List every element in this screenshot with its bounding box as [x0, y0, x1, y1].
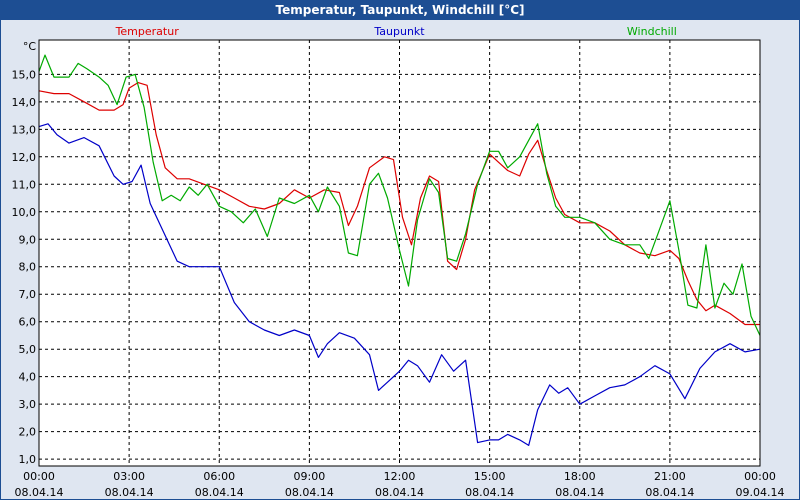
x-tick-label-date: 08.04.14: [15, 486, 64, 499]
y-tick-label: 11,0: [12, 178, 37, 191]
x-tick-label-time: 09:00: [294, 470, 326, 483]
legend-temperatur: Temperatur: [115, 25, 180, 38]
x-tick-label-time: 06:00: [203, 470, 235, 483]
y-tick-label: 2,0: [19, 426, 37, 439]
x-tick-label-date: 08.04.14: [375, 486, 424, 499]
x-tick-label-time: 21:00: [654, 470, 686, 483]
x-tick-label-date: 08.04.14: [195, 486, 244, 499]
x-tick-label-date: 08.04.14: [285, 486, 334, 499]
x-tick-label-time: 15:00: [474, 470, 506, 483]
y-tick-label: 12,0: [12, 151, 37, 164]
series-line-taupunkt: [38, 123, 761, 446]
window-title: Temperatur, Taupunkt, Windchill [°C]: [0, 0, 800, 20]
legend-windchill: Windchill: [627, 25, 677, 38]
x-tick-label-time: 00:00: [23, 470, 55, 483]
x-tick-label-time: 00:00: [744, 470, 776, 483]
x-tick-label-date: 08.04.14: [645, 486, 694, 499]
x-tick-label-time: 03:00: [113, 470, 145, 483]
y-tick-label: 7,0: [19, 288, 37, 301]
y-tick-label: 1,0: [19, 453, 37, 466]
y-axis-label: °C: [23, 40, 37, 53]
legend-taupunkt: Taupunkt: [373, 25, 425, 38]
line-chart: 1,0 2,0 3,0 4,0 5,0 6,0 7,0 8,0 9,0 10,0 11,0 12,0 1…: [12, 25, 785, 499]
x-tick-label-date: 08.04.14: [105, 486, 154, 499]
y-tick-label: 14,0: [12, 96, 37, 109]
x-tick-label-date: 09.04.14: [736, 486, 785, 499]
y-tick-label: 4,0: [19, 371, 37, 384]
x-tick-label-time: 12:00: [384, 470, 416, 483]
y-tick-label: 9,0: [19, 233, 37, 246]
series-line-windchill: [38, 54, 761, 336]
y-tick-label: 5,0: [19, 343, 37, 356]
plot-border: [38, 39, 761, 467]
y-tick-label: 15,0: [12, 68, 37, 81]
y-tick-label: 10,0: [12, 206, 37, 219]
x-tick-label-date: 08.04.14: [465, 486, 514, 499]
y-tick-label: 8,0: [19, 261, 37, 274]
x-tick-label-time: 18:00: [564, 470, 596, 483]
y-tick-label: 6,0: [19, 316, 37, 329]
series-line-temperatur: [38, 81, 760, 326]
y-tick-label: 13,0: [12, 123, 37, 136]
y-tick-label: 3,0: [19, 398, 37, 411]
x-tick-label-date: 08.04.14: [555, 486, 604, 499]
window-border-left: [0, 20, 1, 500]
